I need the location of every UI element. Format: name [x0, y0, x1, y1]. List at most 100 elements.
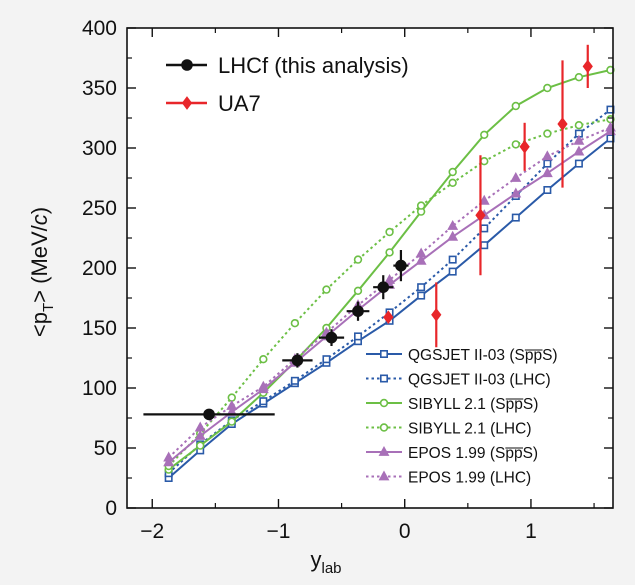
series-point [510, 171, 522, 182]
legend-entry: QGSJET II-03 (Sp̅p̅S) [366, 347, 558, 364]
series-point [257, 380, 269, 391]
series-point [415, 254, 427, 265]
y-tick-label: 150 [82, 317, 117, 340]
legends: LHCf (this analysis) UA7 QGSJET II-03 (Sp̅… [166, 53, 558, 487]
lhcf-point [291, 354, 304, 367]
series-point [574, 72, 584, 82]
legend-label: QGSJET II-03 (Sp̅p̅S) [408, 347, 558, 364]
series-point [478, 194, 490, 205]
y-tick-label: 200 [82, 257, 117, 280]
ua7-points [383, 44, 593, 348]
legend-label: LHCf (this analysis) [218, 53, 409, 78]
model-curves [163, 65, 616, 482]
legend-entry: SIBYLL 2.1 (LHC) [366, 421, 531, 438]
series-point [226, 399, 238, 410]
ua7-point [519, 139, 530, 154]
series-point [543, 129, 552, 138]
y-tick-label: 300 [82, 137, 117, 160]
y-tick-label: 250 [82, 197, 117, 220]
series-point [574, 120, 584, 130]
y-tick-label: 100 [82, 377, 117, 400]
lhcf-point [352, 305, 364, 318]
lhcf-point [377, 281, 390, 294]
series-point [354, 332, 363, 341]
ua7-point [431, 307, 442, 322]
series-point [574, 159, 583, 168]
series-point [163, 451, 175, 462]
model-legend: QGSJET II-03 (Sp̅p̅S) QGSJET II-03 (LHC) S… [366, 347, 558, 487]
series-point [543, 159, 552, 168]
series-point [511, 213, 520, 222]
legend-entry: SIBYLL 2.1 (Sp̅p̅S) [366, 396, 538, 413]
series-point [541, 150, 553, 161]
lhcf-point [203, 408, 215, 421]
lhcf-point [395, 259, 407, 272]
series-point [196, 441, 205, 450]
series-point [511, 101, 520, 111]
x-tick-label: −2 [140, 520, 164, 543]
legend-swatch-marker [379, 374, 388, 383]
series-point [573, 134, 585, 145]
series-point [194, 429, 206, 440]
series-point [510, 187, 522, 198]
series-point [448, 267, 457, 276]
ua7-point [383, 310, 394, 325]
y-tick-label: 350 [82, 77, 117, 100]
series-point [353, 286, 363, 295]
ua7-point [475, 208, 486, 223]
y-tick-label: 50 [94, 437, 117, 460]
legend-entry: QGSJET II-03 (LHC) [366, 372, 551, 389]
legend-entry: EPOS 1.99 (Sp̅p̅S) [366, 445, 538, 462]
axes: 0 50 100 150 200 250 300 350 400 −2 −1 0 1 [82, 17, 614, 543]
series-point [417, 283, 426, 292]
series-point [447, 219, 459, 230]
ua7-point [557, 117, 568, 131]
series-point [543, 186, 552, 195]
series-point [353, 255, 363, 264]
y-axis-label: <pT> (MeV/c) [27, 207, 57, 337]
series-point [573, 145, 585, 156]
series-point [417, 291, 426, 300]
series-point [259, 355, 268, 364]
series-point [290, 376, 299, 385]
legend-entry: LHCf (this analysis) [166, 53, 409, 78]
series-point [480, 224, 489, 233]
series-point [227, 417, 236, 426]
series-point [480, 130, 489, 140]
legend-label: SIBYLL 2.1 (Sp̅p̅S) [408, 396, 538, 413]
legend-swatch-marker [181, 59, 193, 71]
legend-entry: EPOS 1.99 (LHC) [366, 470, 531, 487]
series-point [480, 157, 489, 166]
legend-swatch-marker [379, 349, 388, 358]
series-point [448, 178, 457, 188]
legend-label: QGSJET II-03 (LHC) [408, 372, 551, 389]
series-point [480, 241, 489, 250]
series-point [385, 248, 394, 257]
legend-swatch-marker [379, 398, 389, 408]
lhcf-points [143, 250, 409, 421]
series-point [322, 355, 331, 364]
series-point [415, 247, 427, 258]
x-tick-label: 1 [525, 520, 537, 543]
legend-label: EPOS 1.99 (Sp̅p̅S) [408, 445, 538, 462]
series-point [606, 65, 615, 75]
series-point [543, 83, 552, 93]
series-point [447, 230, 459, 241]
x-tick-label: 0 [399, 520, 411, 543]
series-point [448, 255, 457, 264]
series-3 [164, 114, 615, 471]
series-point [416, 201, 426, 210]
series-point [259, 397, 268, 406]
series-line [167, 126, 611, 459]
legend-label: SIBYLL 2.1 (LHC) [408, 421, 531, 438]
series-point [163, 456, 175, 467]
data-legend: LHCf (this analysis) UA7 [166, 53, 409, 116]
series-point [194, 421, 206, 432]
legend-swatch-marker [379, 423, 389, 432]
x-axis-label: ylab [310, 547, 341, 577]
legend-entry: UA7 [166, 91, 261, 116]
legend-swatch-marker [181, 96, 193, 110]
series-point [511, 140, 520, 149]
legend-swatch-marker [378, 445, 390, 456]
x-tick-label: −1 [267, 520, 291, 543]
